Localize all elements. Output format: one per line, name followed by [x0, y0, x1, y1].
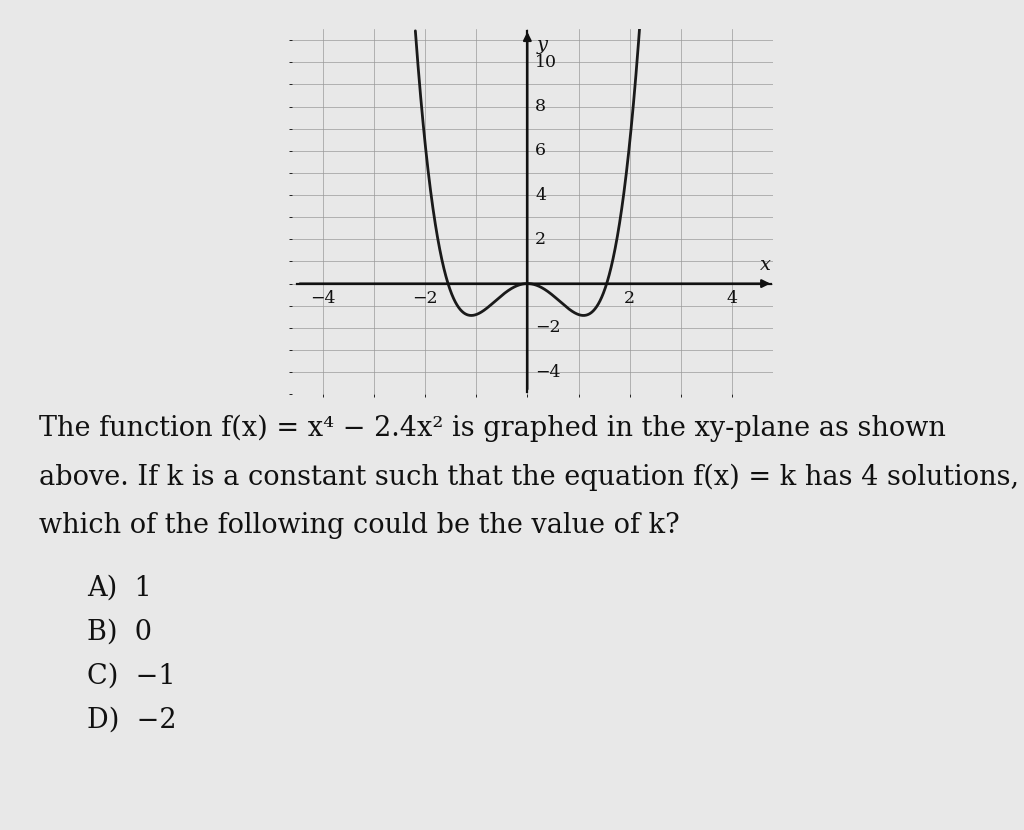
Text: −4: −4 [535, 364, 560, 381]
Text: B)  0: B) 0 [87, 618, 152, 646]
Text: which of the following could be the value of k?: which of the following could be the valu… [39, 511, 680, 539]
Text: above. If k is a constant such that the equation f(x) = k has 4 solutions,: above. If k is a constant such that the … [39, 463, 1019, 491]
Text: 4: 4 [535, 187, 546, 203]
Text: D)  −2: D) −2 [87, 707, 176, 734]
Text: 2: 2 [625, 290, 635, 307]
Text: C)  −1: C) −1 [87, 663, 176, 690]
Text: 10: 10 [535, 54, 557, 71]
Text: x: x [760, 256, 771, 274]
Text: −2: −2 [535, 320, 561, 336]
Text: The function f(x) = x⁴ − 2.4x² is graphed in the xy-plane as shown: The function f(x) = x⁴ − 2.4x² is graphe… [39, 415, 946, 442]
Text: 6: 6 [535, 142, 546, 159]
Text: A)  1: A) 1 [87, 574, 152, 602]
Text: 4: 4 [727, 290, 737, 307]
Text: 2: 2 [535, 231, 546, 248]
Text: −2: −2 [412, 290, 438, 307]
Text: 8: 8 [535, 98, 546, 115]
Text: −4: −4 [310, 290, 335, 307]
Text: y: y [537, 36, 548, 54]
